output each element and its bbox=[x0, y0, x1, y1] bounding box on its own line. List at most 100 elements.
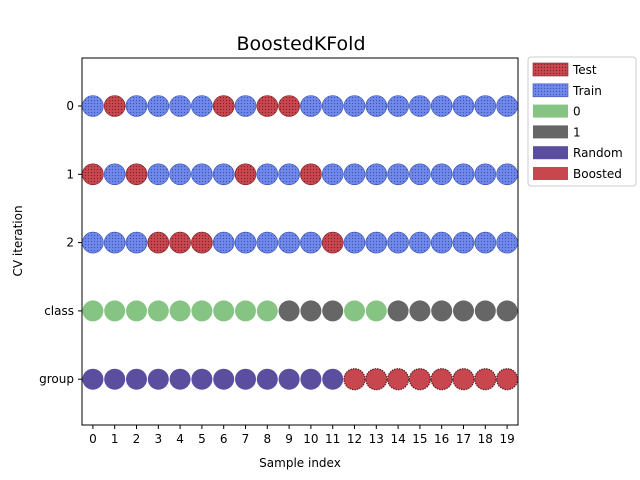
point-0-3 bbox=[147, 95, 170, 117]
x-tick-label-2: 2 bbox=[133, 432, 141, 446]
x-tick-label-7: 7 bbox=[242, 432, 250, 446]
point-0-14 bbox=[387, 95, 409, 117]
point-group-6 bbox=[213, 368, 235, 390]
point-0-10 bbox=[300, 95, 322, 117]
point-0-13 bbox=[365, 95, 388, 117]
point-1-11 bbox=[321, 163, 344, 186]
point-0-7 bbox=[234, 95, 257, 117]
legend-label-1: 1 bbox=[573, 125, 581, 139]
point-class-7 bbox=[235, 300, 256, 322]
plot-frame bbox=[81, 57, 519, 426]
point-2-2 bbox=[125, 231, 148, 254]
point-class-3 bbox=[147, 300, 169, 322]
point-class-10 bbox=[300, 300, 322, 322]
legend-label-test: Test bbox=[572, 63, 597, 77]
point-2-19 bbox=[496, 231, 518, 254]
point-2-16 bbox=[430, 231, 453, 254]
point-1-15 bbox=[409, 163, 431, 186]
y-tick-label-class: class bbox=[44, 304, 74, 318]
x-tick-label-11: 11 bbox=[325, 432, 340, 446]
x-tick-label-5: 5 bbox=[198, 432, 206, 446]
point-class-17 bbox=[453, 300, 474, 322]
point-2-3 bbox=[147, 231, 170, 254]
point-0-18 bbox=[474, 95, 497, 117]
x-axis-label: Sample index bbox=[259, 456, 341, 470]
point-class-19 bbox=[496, 300, 518, 322]
legend-swatch-test bbox=[532, 62, 569, 77]
point-1-12 bbox=[343, 163, 366, 186]
point-class-8 bbox=[256, 300, 278, 322]
point-2-10 bbox=[300, 231, 322, 254]
y-tick-label-group: group bbox=[39, 372, 74, 386]
point-2-1 bbox=[103, 231, 126, 254]
point-1-19 bbox=[496, 163, 518, 186]
point-1-17 bbox=[452, 163, 475, 186]
point-1-5 bbox=[191, 163, 213, 186]
point-group-2 bbox=[126, 368, 147, 390]
data-points bbox=[82, 95, 519, 391]
point-0-1 bbox=[103, 95, 126, 117]
point-1-6 bbox=[212, 163, 235, 186]
point-2-17 bbox=[452, 231, 475, 254]
point-2-11 bbox=[321, 231, 344, 254]
point-0-2 bbox=[125, 95, 148, 117]
point-1-3 bbox=[147, 163, 170, 186]
point-1-13 bbox=[365, 163, 388, 186]
point-2-0 bbox=[82, 231, 104, 254]
point-1-16 bbox=[430, 163, 453, 186]
point-class-9 bbox=[278, 300, 300, 322]
point-1-9 bbox=[278, 163, 300, 186]
point-0-0 bbox=[82, 95, 104, 117]
x-tick-label-8: 8 bbox=[263, 432, 271, 446]
x-tick-label-1: 1 bbox=[111, 432, 119, 446]
x-tick-label-10: 10 bbox=[303, 432, 318, 446]
point-0-16 bbox=[430, 95, 453, 117]
legend-label-train: Train bbox=[572, 84, 602, 98]
point-0-4 bbox=[169, 95, 191, 117]
point-1-10 bbox=[300, 163, 322, 186]
legend-swatch-1 bbox=[533, 125, 568, 139]
point-2-6 bbox=[212, 231, 235, 254]
point-2-13 bbox=[365, 231, 388, 254]
point-class-1 bbox=[104, 300, 126, 322]
point-class-2 bbox=[126, 300, 147, 322]
point-group-13 bbox=[365, 368, 388, 391]
point-class-16 bbox=[431, 300, 453, 322]
point-2-15 bbox=[409, 231, 431, 254]
point-2-12 bbox=[343, 231, 366, 254]
x-tick-label-15: 15 bbox=[412, 432, 427, 446]
y-tick-label-0: 0 bbox=[66, 99, 74, 113]
legend-swatch-train bbox=[532, 83, 569, 98]
point-class-18 bbox=[474, 300, 496, 322]
point-0-5 bbox=[191, 95, 213, 117]
point-2-14 bbox=[387, 231, 409, 254]
x-tick-label-14: 14 bbox=[390, 432, 405, 446]
point-group-3 bbox=[147, 368, 169, 390]
point-class-0 bbox=[82, 300, 104, 322]
point-0-19 bbox=[496, 95, 518, 117]
point-class-6 bbox=[213, 300, 235, 322]
x-tick-label-19: 19 bbox=[499, 432, 514, 446]
y-axis-label: CV iteration bbox=[11, 205, 25, 276]
x-tick-label-12: 12 bbox=[347, 432, 362, 446]
point-class-13 bbox=[365, 300, 387, 322]
x-tick-label-13: 13 bbox=[369, 432, 384, 446]
point-group-15 bbox=[408, 368, 431, 391]
point-1-2 bbox=[125, 163, 148, 186]
x-tick-label-17: 17 bbox=[456, 432, 471, 446]
legend-swatch-random bbox=[533, 146, 568, 160]
point-2-9 bbox=[278, 231, 300, 254]
point-group-11 bbox=[322, 368, 344, 390]
point-group-4 bbox=[169, 368, 191, 390]
point-1-1 bbox=[103, 163, 126, 186]
point-group-0 bbox=[82, 368, 104, 390]
point-group-16 bbox=[430, 368, 453, 391]
point-2-8 bbox=[256, 231, 279, 254]
point-0-12 bbox=[343, 95, 366, 117]
legend-swatch-boosted bbox=[533, 167, 568, 180]
chart-title: BoostedKFold bbox=[236, 33, 365, 55]
legend: Test Train 0 1 Random Boosted bbox=[527, 56, 637, 187]
legend-label-0: 0 bbox=[573, 105, 581, 119]
point-class-14 bbox=[387, 300, 409, 322]
